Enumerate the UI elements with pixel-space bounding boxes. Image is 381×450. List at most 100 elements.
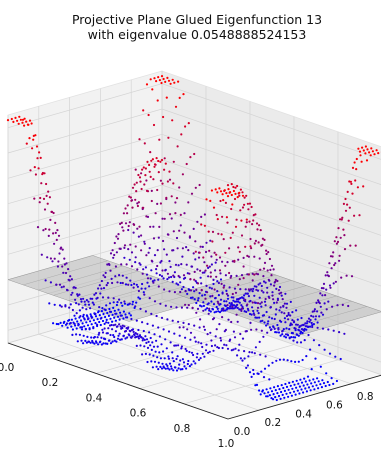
data-point [310,382,313,385]
data-point [316,377,319,380]
data-point [173,332,176,335]
data-point [203,271,206,274]
data-point [216,346,219,349]
data-point [319,305,322,308]
data-point [82,334,85,337]
data-point [265,310,268,314]
data-point [138,297,142,300]
data-point [34,134,37,137]
data-point [231,292,234,296]
data-point [223,300,226,303]
data-point [29,169,32,172]
data-point [239,209,242,212]
data-point [247,208,250,211]
data-point [274,389,277,392]
data-point [150,348,153,351]
data-point [81,306,84,309]
data-point [104,338,107,341]
zero-plane-wire [282,306,367,331]
data-point [136,268,139,271]
data-point [153,279,156,282]
data-point [258,340,261,343]
data-point [341,303,344,306]
data-point [98,284,101,287]
data-point [172,360,175,363]
data-point [184,290,187,293]
data-point [366,148,369,151]
data-point [176,355,179,358]
data-point [267,251,270,254]
data-point [225,289,228,292]
data-point [297,334,300,337]
data-point [263,300,267,303]
data-point [201,271,204,274]
data-point [182,93,185,96]
data-point [301,331,304,335]
data-point [322,287,325,290]
data-point [85,321,88,324]
data-point [306,375,310,378]
data-point [109,342,113,345]
data-point [106,281,109,285]
data-point [254,346,257,349]
data-point [158,225,161,228]
data-point [320,386,323,389]
y-tick-label: 0.8 [357,391,374,403]
data-point [324,274,327,277]
data-point [160,367,164,370]
data-point [205,343,208,346]
data-point [281,333,284,336]
data-point [74,286,77,289]
data-point [273,284,276,287]
data-point [116,301,119,304]
data-point [189,278,192,281]
data-point [146,360,149,364]
data-point [244,292,247,295]
data-point [242,277,245,280]
data-point [48,196,52,199]
data-point [90,336,93,339]
data-point [115,303,118,307]
data-point [203,293,206,296]
data-point [208,249,211,252]
data-point [93,293,96,296]
data-point [278,292,281,295]
data-point [214,335,217,338]
data-point [332,382,335,385]
data-point [78,293,81,296]
data-point [224,328,227,331]
data-point [335,242,338,245]
data-point [211,230,215,233]
data-point [303,377,306,380]
data-point [251,301,254,304]
data-point [175,197,179,200]
data-point [64,305,67,308]
data-point [123,302,127,305]
data-point [209,295,212,298]
data-point [327,328,330,331]
data-point [138,138,141,141]
data-point [344,209,348,212]
data-point [197,341,200,344]
data-point [164,338,167,341]
data-point [28,119,32,122]
data-point [173,81,176,84]
data-point [79,326,82,329]
data-point [301,358,304,362]
data-point [222,238,225,241]
data-point [49,281,53,284]
data-point [214,269,217,272]
data-point [349,244,352,247]
data-point [209,199,212,202]
data-point [356,186,359,189]
data-point [183,365,186,368]
data-point [238,308,241,311]
data-point [282,358,285,361]
data-point [122,334,125,338]
data-point [134,168,137,171]
data-point [159,160,162,163]
data-point [260,284,263,288]
data-point [309,348,312,351]
data-point [74,298,77,301]
